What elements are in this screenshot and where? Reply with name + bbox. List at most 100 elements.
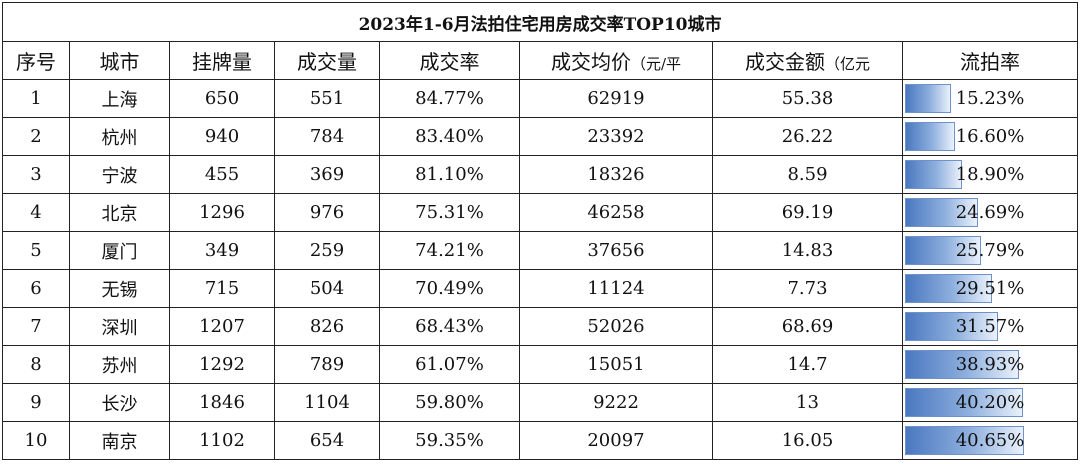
- flow-rate-data-bar: [905, 84, 951, 113]
- cell-avg-price: 37656: [519, 231, 713, 270]
- cell-amount: 69.19: [712, 193, 903, 232]
- cell-flow-rate: 24.69%: [901, 193, 1079, 232]
- cell-deals: 259: [274, 231, 380, 270]
- flow-rate-value: 25.79%: [955, 240, 1025, 261]
- cell-index: 1: [2, 79, 70, 118]
- cell-listings: 455: [169, 155, 275, 194]
- cell-index: 3: [2, 155, 70, 194]
- cell-index: 5: [2, 231, 70, 270]
- cell-amount: 14.83: [712, 231, 903, 270]
- table-row: 8 苏州 1292 789 61.07% 15051 14.7 38.93%: [2, 345, 1079, 384]
- header-index: 序号: [2, 41, 70, 80]
- cell-amount: 14.7: [712, 345, 903, 384]
- cell-deal-rate: 84.77%: [379, 79, 520, 118]
- cell-listings: 1292: [169, 345, 275, 384]
- cell-avg-price: 15051: [519, 345, 713, 384]
- cell-index: 10: [2, 421, 70, 460]
- cell-flow-rate: 40.65%: [901, 421, 1079, 460]
- cell-avg-price: 52026: [519, 307, 713, 346]
- header-avg-price-label: 成交均价: [550, 50, 631, 74]
- table-row: 9 长沙 1846 1104 59.80% 9222 13 40.20%: [2, 383, 1079, 422]
- cell-flow-rate: 40.20%: [901, 383, 1079, 422]
- table-title: 2023年1-6月法拍住宅用房成交率TOP10城市: [1, 2, 1079, 42]
- cell-deal-rate: 74.21%: [379, 231, 520, 270]
- cell-index: 9: [2, 383, 70, 422]
- cell-city: 深圳: [69, 307, 170, 346]
- cell-avg-price: 9222: [519, 383, 713, 422]
- cell-index: 6: [2, 269, 70, 308]
- cell-city: 苏州: [69, 345, 170, 384]
- cell-amount: 26.22: [712, 117, 903, 156]
- header-amount-unit: （亿元: [824, 55, 870, 73]
- flow-rate-value: 38.93%: [955, 354, 1025, 375]
- header-amount: 成交金额（亿元: [712, 41, 903, 80]
- cell-amount: 68.69: [712, 307, 903, 346]
- cell-amount: 55.38: [712, 79, 903, 118]
- flow-rate-value: 16.60%: [955, 126, 1025, 147]
- header-city: 城市: [69, 41, 170, 80]
- cell-city: 南京: [69, 421, 170, 460]
- cell-deals: 654: [274, 421, 380, 460]
- cell-city: 厦门: [69, 231, 170, 270]
- flow-rate-value: 18.90%: [955, 164, 1025, 185]
- cell-city: 无锡: [69, 269, 170, 308]
- cell-deals: 976: [274, 193, 380, 232]
- header-amount-label: 成交金额: [744, 50, 825, 74]
- cell-flow-rate: 31.57%: [901, 307, 1079, 346]
- cell-city: 宁波: [69, 155, 170, 194]
- cell-deal-rate: 75.31%: [379, 193, 520, 232]
- cell-listings: 1846: [169, 383, 275, 422]
- header-flow-rate: 流拍率: [901, 41, 1079, 80]
- cell-deals: 504: [274, 269, 380, 308]
- flow-rate-data-bar: [905, 274, 992, 303]
- table-row: 6 无锡 715 504 70.49% 11124 7.73 29.51%: [2, 269, 1079, 308]
- flow-rate-data-bar: [905, 160, 962, 189]
- flow-rate-value: 40.20%: [955, 392, 1025, 413]
- cell-flow-rate: 25.79%: [901, 231, 1079, 270]
- table-body: 1 上海 650 551 84.77% 62919 55.38 15.23% 2 杭州 940 784…: [2, 79, 1079, 460]
- cell-avg-price: 18326: [519, 155, 713, 194]
- cell-amount: 7.73: [712, 269, 903, 308]
- table-row: 10 南京 1102 654 59.35% 20097 16.05 40.65%: [2, 421, 1079, 460]
- flow-rate-value: 31.57%: [955, 316, 1025, 337]
- cell-index: 8: [2, 345, 70, 384]
- flow-rate-data-bar: [905, 350, 1019, 379]
- cell-deal-rate: 59.80%: [379, 383, 520, 422]
- cell-amount: 13: [712, 383, 903, 422]
- cell-flow-rate: 38.93%: [901, 345, 1079, 384]
- cell-flow-rate: 16.60%: [901, 117, 1079, 156]
- cell-amount: 16.05: [712, 421, 903, 460]
- flow-rate-data-bar: [905, 122, 955, 151]
- table-row: 5 厦门 349 259 74.21% 37656 14.83 25.79%: [2, 231, 1079, 270]
- table-row: 1 上海 650 551 84.77% 62919 55.38 15.23%: [2, 79, 1079, 118]
- cell-avg-price: 62919: [519, 79, 713, 118]
- flow-rate-value: 29.51%: [955, 278, 1025, 299]
- cell-deals: 784: [274, 117, 380, 156]
- flow-rate-data-bar: [905, 312, 998, 341]
- cell-deals: 369: [274, 155, 380, 194]
- cell-avg-price: 46258: [519, 193, 713, 232]
- cell-deals: 789: [274, 345, 380, 384]
- cell-deal-rate: 70.49%: [379, 269, 520, 308]
- header-deals: 成交量: [274, 41, 380, 80]
- cell-index: 2: [2, 117, 70, 156]
- flow-rate-data-bar: [905, 388, 1023, 417]
- cell-listings: 715: [169, 269, 275, 308]
- cell-amount: 8.59: [712, 155, 903, 194]
- header-avg-price: 成交均价（元/平: [519, 41, 713, 80]
- header-avg-price-unit: （元/平: [630, 55, 682, 73]
- cell-listings: 1207: [169, 307, 275, 346]
- table-row: 4 北京 1296 976 75.31% 46258 69.19 24.69%: [2, 193, 1079, 232]
- cell-avg-price: 23392: [519, 117, 713, 156]
- table-row: 3 宁波 455 369 81.10% 18326 8.59 18.90%: [2, 155, 1079, 194]
- cell-deal-rate: 81.10%: [379, 155, 520, 194]
- table-row: 7 深圳 1207 826 68.43% 52026 68.69 31.57%: [2, 307, 1079, 346]
- cell-city: 上海: [69, 79, 170, 118]
- cell-listings: 1296: [169, 193, 275, 232]
- cell-index: 4: [2, 193, 70, 232]
- table-row: 2 杭州 940 784 83.40% 23392 26.22 16.60%: [2, 117, 1079, 156]
- cell-avg-price: 20097: [519, 421, 713, 460]
- cell-city: 长沙: [69, 383, 170, 422]
